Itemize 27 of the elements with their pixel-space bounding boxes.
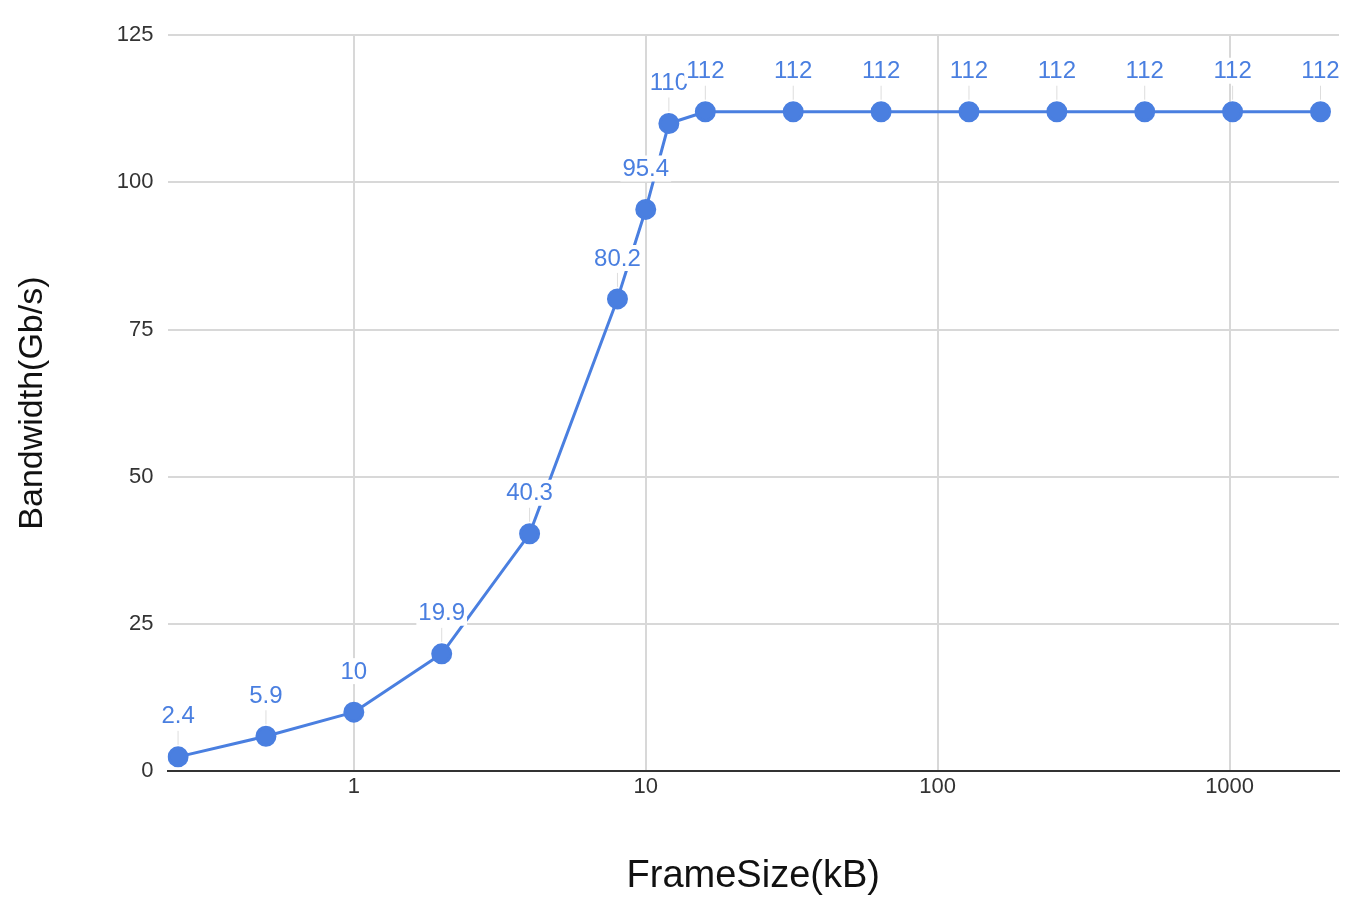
y-tick-label: 100 (116, 168, 154, 194)
data-label: 80.2 (594, 243, 641, 271)
data-label: 40.3 (506, 478, 553, 506)
x-tick-label: 1000 (1205, 773, 1255, 799)
data-label: 112 (861, 56, 901, 84)
data-label: 112 (949, 56, 989, 84)
y-tick-label: 50 (129, 462, 154, 488)
data-label: 19.9 (418, 598, 466, 626)
data-label: 112 (774, 56, 813, 84)
data-label: 112 (1125, 56, 1164, 84)
x-tick-label: 1 (347, 773, 360, 799)
data-label: 112 (1301, 56, 1340, 84)
y-tick-label: 0 (141, 757, 154, 783)
data-label: 10 (340, 656, 368, 684)
y-axis-title: Bandwidth(Gb/s) (10, 276, 49, 530)
data-label: 112 (1037, 56, 1076, 84)
y-tick-label: 125 (116, 21, 154, 47)
data-label: 112 (686, 56, 725, 84)
data-label: 95.4 (622, 154, 670, 182)
x-tick-label: 100 (919, 773, 957, 799)
data-label: 2.4 (161, 701, 195, 729)
y-tick-label: 75 (129, 315, 154, 341)
data-label: 112 (1213, 56, 1252, 84)
x-tick-label: 10 (633, 773, 658, 799)
y-tick-label: 25 (129, 609, 154, 635)
x-axis-title: FrameSize(kB) (626, 852, 880, 895)
data-label: 5.9 (249, 680, 283, 708)
